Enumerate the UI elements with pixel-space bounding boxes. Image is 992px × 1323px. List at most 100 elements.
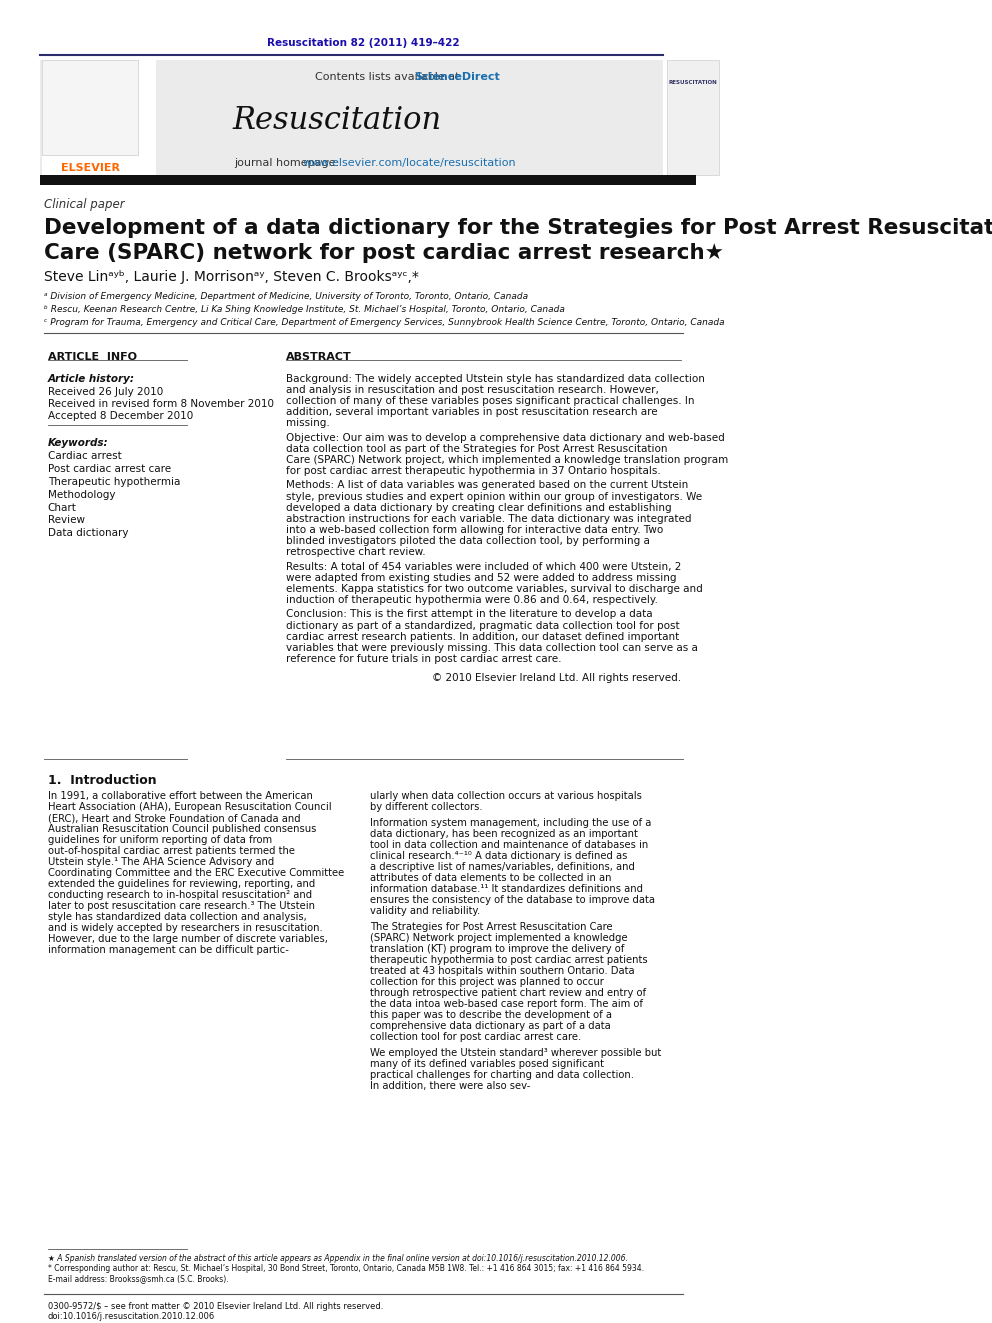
Text: for post cardiac arrest therapeutic hypothermia in 37 Ontario hospitals.: for post cardiac arrest therapeutic hypo… xyxy=(286,466,661,476)
Text: therapeutic hypothermia to post cardiac arrest patients: therapeutic hypothermia to post cardiac … xyxy=(370,955,648,964)
Text: through retrospective patient chart review and entry of: through retrospective patient chart revi… xyxy=(370,988,646,998)
Text: Accepted 8 December 2010: Accepted 8 December 2010 xyxy=(48,410,192,421)
Text: We employed the Utstein standard³ wherever possible but: We employed the Utstein standard³ wherev… xyxy=(370,1048,662,1058)
Text: ᵇ Rescu, Keenan Research Centre, Li Ka Shing Knowledge Institute, St. Michael’s : ᵇ Rescu, Keenan Research Centre, Li Ka S… xyxy=(44,304,564,314)
Text: guidelines for uniform reporting of data from: guidelines for uniform reporting of data… xyxy=(48,835,272,845)
Text: doi:10.1016/j.resuscitation.2010.12.006: doi:10.1016/j.resuscitation.2010.12.006 xyxy=(48,1311,215,1320)
Text: www.elsevier.com/locate/resuscitation: www.elsevier.com/locate/resuscitation xyxy=(303,157,516,168)
Text: Resuscitation: Resuscitation xyxy=(232,105,441,136)
Text: Care (SPARC) network for post cardiac arrest research★: Care (SPARC) network for post cardiac ar… xyxy=(44,242,724,263)
Text: induction of therapeutic hypothermia were 0.86 and 0.64, respectively.: induction of therapeutic hypothermia wer… xyxy=(286,595,658,605)
Text: collection tool for post cardiac arrest care.: collection tool for post cardiac arrest … xyxy=(370,1032,581,1043)
Text: (SPARC) Network project implemented a knowledge: (SPARC) Network project implemented a kn… xyxy=(370,933,628,943)
Text: E-mail address: Brookss@smh.ca (S.C. Brooks).: E-mail address: Brookss@smh.ca (S.C. Bro… xyxy=(48,1274,228,1283)
Text: ★ A Spanish translated version of the abstract of this article appears as Append: ★ A Spanish translated version of the ab… xyxy=(48,1254,628,1262)
Text: ᵃ Division of Emergency Medicine, Department of Medicine, University of Toronto,: ᵃ Division of Emergency Medicine, Depart… xyxy=(44,291,528,300)
Text: abstraction instructions for each variable. The data dictionary was integrated: abstraction instructions for each variab… xyxy=(286,513,691,524)
Text: extended the guidelines for reviewing, reporting, and: extended the guidelines for reviewing, r… xyxy=(48,880,314,889)
Text: blinded investigators piloted the data collection tool, by performing a: blinded investigators piloted the data c… xyxy=(286,536,650,546)
Text: data dictionary, has been recognized as an important: data dictionary, has been recognized as … xyxy=(370,830,638,839)
Text: practical challenges for charting and data collection.: practical challenges for charting and da… xyxy=(370,1070,634,1080)
Text: tool in data collection and maintenance of databases in: tool in data collection and maintenance … xyxy=(370,840,648,851)
Text: a descriptive list of names/variables, definitions, and: a descriptive list of names/variables, d… xyxy=(370,863,635,872)
Text: information management can be difficult partic-: information management can be difficult … xyxy=(48,945,289,955)
Text: clinical research.⁴⁻¹⁰ A data dictionary is defined as: clinical research.⁴⁻¹⁰ A data dictionary… xyxy=(370,851,627,861)
Text: out-of-hospital cardiac arrest patients termed the: out-of-hospital cardiac arrest patients … xyxy=(48,847,295,856)
Text: * Corresponding author at: Rescu, St. Michael’s Hospital, 30 Bond Street, Toront: * Corresponding author at: Rescu, St. Mi… xyxy=(48,1263,644,1273)
Text: Received 26 July 2010: Received 26 July 2010 xyxy=(48,386,163,397)
Text: Utstein style.¹ The AHA Science Advisory and: Utstein style.¹ The AHA Science Advisory… xyxy=(48,857,274,867)
Text: Steve Linᵃʸᵇ, Laurie J. Morrisonᵃʸ, Steven C. Brooksᵃʸᶜ,*: Steve Linᵃʸᵇ, Laurie J. Morrisonᵃʸ, Stev… xyxy=(44,270,419,283)
Text: Received in revised form 8 November 2010: Received in revised form 8 November 2010 xyxy=(48,398,274,409)
Text: Background: The widely accepted Utstein style has standardized data collection: Background: The widely accepted Utstein … xyxy=(286,373,704,384)
Text: Australian Resuscitation Council published consensus: Australian Resuscitation Council publish… xyxy=(48,824,316,835)
Text: Care (SPARC) Network project, which implemented a knowledge translation program: Care (SPARC) Network project, which impl… xyxy=(286,455,728,464)
Text: Review: Review xyxy=(48,516,84,525)
Text: Methodology: Methodology xyxy=(48,490,115,500)
Text: later to post resuscitation care research.³ The Utstein: later to post resuscitation care researc… xyxy=(48,901,314,912)
Text: ScienceDirect: ScienceDirect xyxy=(414,71,500,82)
FancyBboxPatch shape xyxy=(41,60,663,175)
Text: In addition, there were also sev-: In addition, there were also sev- xyxy=(370,1081,531,1091)
Text: Clinical paper: Clinical paper xyxy=(44,198,125,210)
Text: by different collectors.: by different collectors. xyxy=(370,802,483,812)
FancyBboxPatch shape xyxy=(667,60,719,175)
Text: and is widely accepted by researchers in resuscitation.: and is widely accepted by researchers in… xyxy=(48,923,322,933)
Text: collection of many of these variables poses significant practical challenges. In: collection of many of these variables po… xyxy=(286,396,694,406)
Text: data collection tool as part of the Strategies for Post Arrest Resuscitation: data collection tool as part of the Stra… xyxy=(286,443,668,454)
Text: retrospective chart review.: retrospective chart review. xyxy=(286,548,426,557)
Text: Cardiac arrest: Cardiac arrest xyxy=(48,451,121,460)
Text: Methods: A list of data variables was generated based on the current Utstein: Methods: A list of data variables was ge… xyxy=(286,480,688,491)
Text: treated at 43 hospitals within southern Ontario. Data: treated at 43 hospitals within southern … xyxy=(370,966,635,976)
Text: © 2010 Elsevier Ireland Ltd. All rights reserved.: © 2010 Elsevier Ireland Ltd. All rights … xyxy=(433,673,682,684)
Text: Objective: Our aim was to develop a comprehensive data dictionary and web-based: Objective: Our aim was to develop a comp… xyxy=(286,433,724,443)
FancyBboxPatch shape xyxy=(41,175,696,185)
Text: (ERC), Heart and Stroke Foundation of Canada and: (ERC), Heart and Stroke Foundation of Ca… xyxy=(48,814,301,823)
Text: missing.: missing. xyxy=(286,418,329,429)
Text: In 1991, a collaborative effort between the American: In 1991, a collaborative effort between … xyxy=(48,791,312,802)
Text: ensures the consistency of the database to improve data: ensures the consistency of the database … xyxy=(370,896,655,905)
Text: this paper was to describe the development of a: this paper was to describe the developme… xyxy=(370,1009,612,1020)
Text: Chart: Chart xyxy=(48,503,76,512)
Text: Information system management, including the use of a: Information system management, including… xyxy=(370,818,652,828)
Text: Data dictionary: Data dictionary xyxy=(48,528,128,538)
Text: comprehensive data dictionary as part of a data: comprehensive data dictionary as part of… xyxy=(370,1021,611,1031)
Text: into a web-based collection form allowing for interactive data entry. Two: into a web-based collection form allowin… xyxy=(286,525,663,534)
Text: the data intoa web-based case report form. The aim of: the data intoa web-based case report for… xyxy=(370,999,643,1009)
Text: style has standardized data collection and analysis,: style has standardized data collection a… xyxy=(48,912,307,922)
Text: RESUSCITATION: RESUSCITATION xyxy=(669,79,717,85)
FancyBboxPatch shape xyxy=(43,57,156,175)
Text: and analysis in resuscitation and post resuscitation research. However,: and analysis in resuscitation and post r… xyxy=(286,385,659,394)
Text: addition, several important variables in post resuscitation research are: addition, several important variables in… xyxy=(286,407,658,417)
Text: Heart Association (AHA), European Resuscitation Council: Heart Association (AHA), European Resusc… xyxy=(48,802,331,812)
Text: Post cardiac arrest care: Post cardiac arrest care xyxy=(48,463,171,474)
Text: ularly when data collection occurs at various hospitals: ularly when data collection occurs at va… xyxy=(370,791,642,802)
Text: information database.¹¹ It standardizes definitions and: information database.¹¹ It standardizes … xyxy=(370,884,643,894)
Text: However, due to the large number of discrete variables,: However, due to the large number of disc… xyxy=(48,934,327,945)
Text: collection for this project was planned to occur: collection for this project was planned … xyxy=(370,978,604,987)
Text: The Strategies for Post Arrest Resuscitation Care: The Strategies for Post Arrest Resuscita… xyxy=(370,922,613,933)
Text: Results: A total of 454 variables were included of which 400 were Utstein, 2: Results: A total of 454 variables were i… xyxy=(286,562,682,572)
Text: Contents lists available at: Contents lists available at xyxy=(315,71,463,82)
Text: translation (KT) program to improve the delivery of: translation (KT) program to improve the … xyxy=(370,945,624,954)
Text: ᶜ Program for Trauma, Emergency and Critical Care, Department of Emergency Servi: ᶜ Program for Trauma, Emergency and Crit… xyxy=(44,318,724,327)
Text: validity and reliability.: validity and reliability. xyxy=(370,906,480,916)
Text: many of its defined variables posed significant: many of its defined variables posed sign… xyxy=(370,1058,604,1069)
Text: elements. Kappa statistics for two outcome variables, survival to discharge and: elements. Kappa statistics for two outco… xyxy=(286,583,702,594)
Text: cardiac arrest research patients. In addition, our dataset defined important: cardiac arrest research patients. In add… xyxy=(286,632,679,642)
Text: Conclusion: This is the first attempt in the literature to develop a data: Conclusion: This is the first attempt in… xyxy=(286,610,653,619)
Text: style, previous studies and expert opinion within our group of investigators. We: style, previous studies and expert opini… xyxy=(286,492,702,501)
Text: ABSTRACT: ABSTRACT xyxy=(286,352,351,361)
Text: Therapeutic hypothermia: Therapeutic hypothermia xyxy=(48,476,180,487)
Text: Development of a data dictionary for the Strategies for Post Arrest Resuscitatio: Development of a data dictionary for the… xyxy=(44,218,992,238)
Text: journal homepage:: journal homepage: xyxy=(234,157,343,168)
Text: 1.  Introduction: 1. Introduction xyxy=(48,774,157,787)
Text: developed a data dictionary by creating clear definitions and establishing: developed a data dictionary by creating … xyxy=(286,503,672,513)
Text: were adapted from existing studies and 52 were added to address missing: were adapted from existing studies and 5… xyxy=(286,573,677,583)
Text: attributes of data elements to be collected in an: attributes of data elements to be collec… xyxy=(370,873,611,884)
Text: dictionary as part of a standardized, pragmatic data collection tool for post: dictionary as part of a standardized, pr… xyxy=(286,620,680,631)
FancyBboxPatch shape xyxy=(43,60,138,155)
Text: 0300-9572/$ – see front matter © 2010 Elsevier Ireland Ltd. All rights reserved.: 0300-9572/$ – see front matter © 2010 El… xyxy=(48,1302,383,1311)
Text: variables that were previously missing. This data collection tool can serve as a: variables that were previously missing. … xyxy=(286,643,697,654)
Text: Keywords:: Keywords: xyxy=(48,438,108,447)
